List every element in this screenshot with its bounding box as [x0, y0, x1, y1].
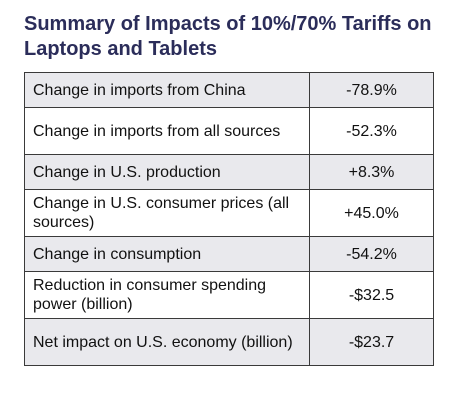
row-value: -78.9%: [309, 72, 434, 108]
table-row: Reduction in consumer spending power (bi…: [24, 271, 434, 319]
row-label: Change in U.S. production: [24, 154, 310, 190]
table-row: Change in U.S. consumer prices (all sour…: [24, 189, 434, 237]
impacts-table: Change in imports from China -78.9% Chan…: [24, 72, 434, 366]
row-label: Change in consumption: [24, 236, 310, 272]
chart-title: Summary of Impacts of 10%/70% Tariffs on…: [24, 13, 432, 60]
table-row: Change in imports from China -78.9%: [24, 72, 434, 108]
row-label: Change in U.S. consumer prices (all sour…: [24, 189, 310, 237]
table-row: Net impact on U.S. economy (billion) -$2…: [24, 318, 434, 366]
row-label: Change in imports from all sources: [24, 107, 310, 155]
row-value: -$32.5: [309, 271, 434, 319]
row-label: Reduction in consumer spending power (bi…: [24, 271, 310, 319]
row-value: -54.2%: [309, 236, 434, 272]
table-row: Change in consumption -54.2%: [24, 236, 434, 272]
row-label: Change in imports from China: [24, 72, 310, 108]
row-label: Net impact on U.S. economy (billion): [24, 318, 310, 366]
table-row: Change in imports from all sources -52.3…: [24, 107, 434, 155]
row-value: -$23.7: [309, 318, 434, 366]
row-value: +8.3%: [309, 154, 434, 190]
row-value: +45.0%: [309, 189, 434, 237]
table-row: Change in U.S. production +8.3%: [24, 154, 434, 190]
row-value: -52.3%: [309, 107, 434, 155]
